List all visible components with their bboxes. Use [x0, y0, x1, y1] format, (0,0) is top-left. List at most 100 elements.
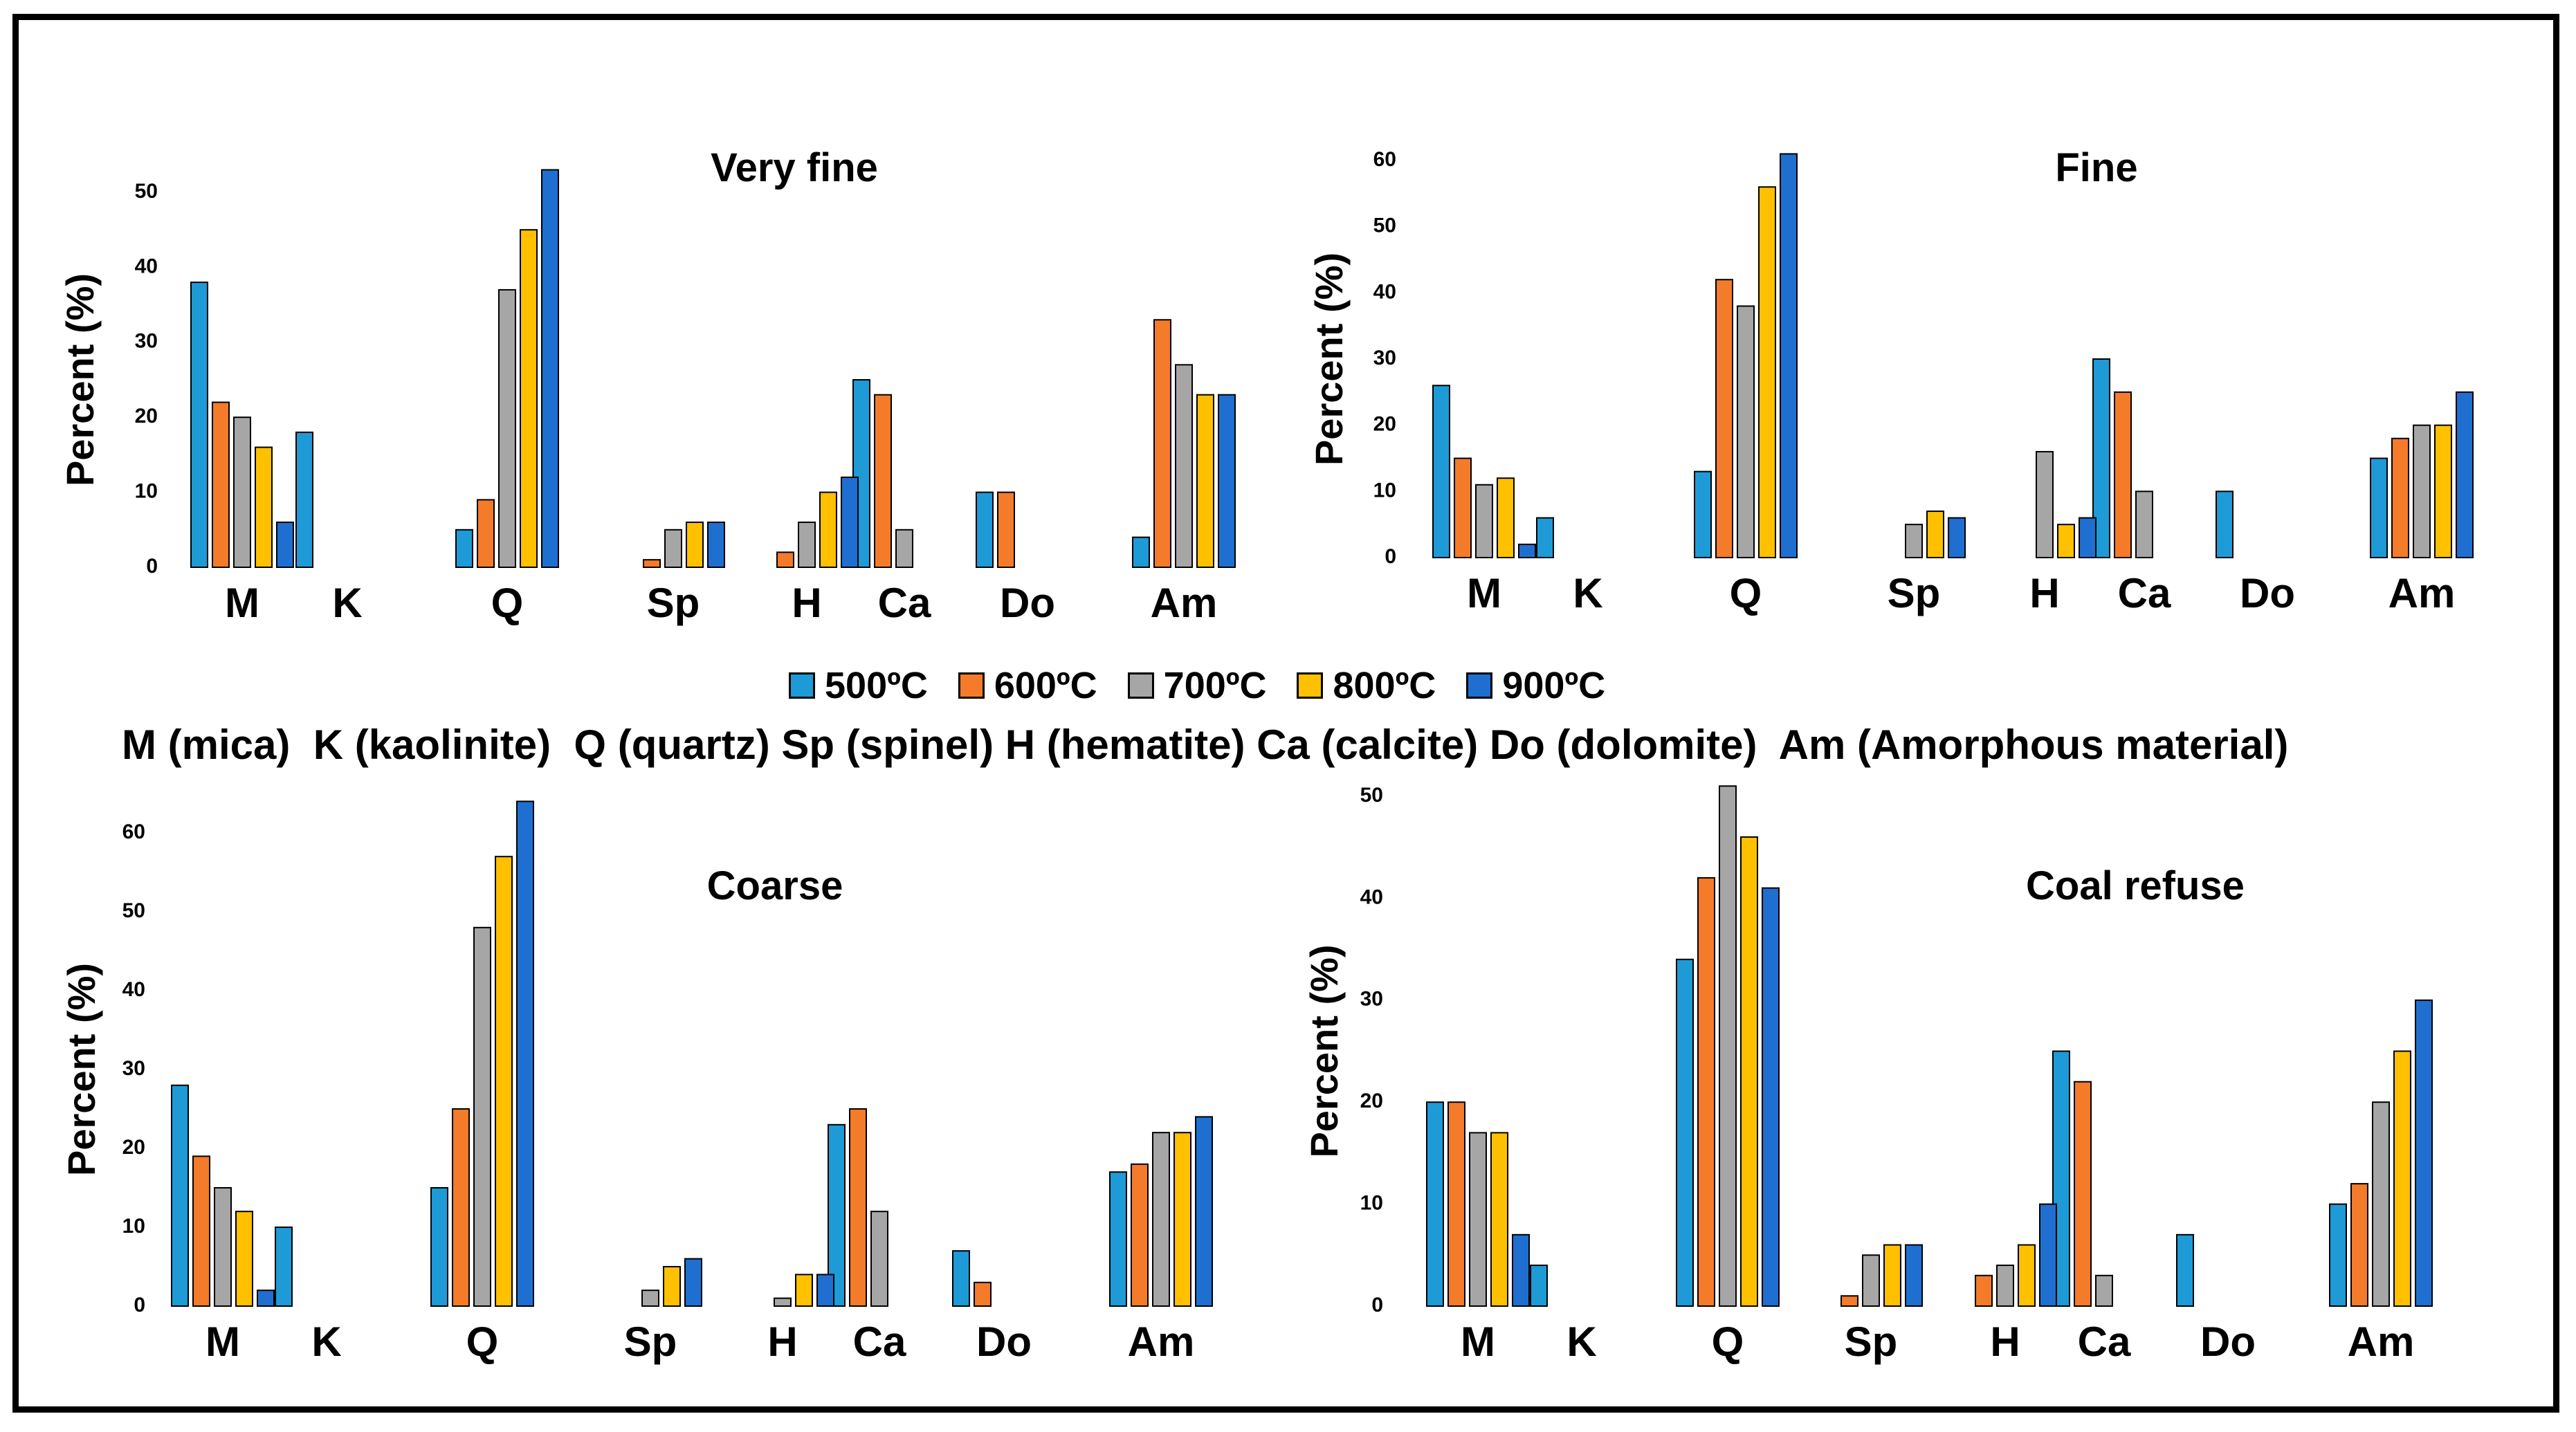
- y-tick-label-coal-refuse: 10: [1360, 1192, 1383, 1215]
- bar-coal-refuse-ca-700c: [2095, 1274, 2113, 1307]
- bar-coarse-sp-800c: [663, 1266, 681, 1307]
- y-tick-label-very-fine: 20: [135, 405, 158, 428]
- bar-coal-refuse-h-800c: [2018, 1244, 2036, 1307]
- bar-fine-sp-900c: [1948, 517, 1966, 558]
- x-tick-label-coarse-q: Q: [466, 1319, 499, 1365]
- x-tick-label-fine-k: K: [1573, 570, 1602, 616]
- x-tick-label-very-fine-do: Do: [1000, 580, 1055, 626]
- legend-label-700: 700ºC: [1163, 665, 1267, 706]
- bar-coarse-q-500c: [430, 1187, 448, 1307]
- y-tick-label-fine: 30: [1373, 347, 1396, 369]
- x-tick-label-coal-refuse-ca: Ca: [2078, 1319, 2131, 1365]
- bar-very-fine-m-600c: [212, 401, 230, 569]
- y-tick-label-coarse: 30: [122, 1057, 145, 1080]
- bar-coal-refuse-am-700c: [2372, 1101, 2390, 1307]
- figure-frame: [12, 14, 2559, 1413]
- x-tick-label-coarse-m: M: [205, 1319, 240, 1365]
- x-tick-label-fine-do: Do: [2240, 570, 2295, 616]
- bar-coal-refuse-q-600c: [1697, 876, 1715, 1307]
- bar-coal-refuse-q-800c: [1740, 836, 1758, 1307]
- bar-coarse-ca-700c: [870, 1211, 888, 1307]
- bar-coal-refuse-h-600c: [1975, 1274, 1993, 1307]
- bar-coarse-m-500c: [171, 1084, 189, 1307]
- bar-fine-do-500c: [2216, 490, 2234, 558]
- chart-title-coarse: Coarse: [707, 863, 843, 908]
- y-tick-label-fine: 10: [1373, 479, 1396, 502]
- x-tick-label-coal-refuse-q: Q: [1712, 1319, 1744, 1365]
- bar-very-fine-sp-800c: [686, 521, 704, 569]
- y-tick-label-coarse: 60: [122, 820, 145, 843]
- bar-coal-refuse-do-500c: [2176, 1233, 2194, 1307]
- bar-coarse-do-500c: [952, 1250, 970, 1307]
- y-tick-label-very-fine: 40: [135, 255, 158, 277]
- bar-very-fine-m-700c: [233, 416, 251, 569]
- bar-coal-refuse-m-600c: [1447, 1101, 1465, 1307]
- bar-very-fine-h-700c: [798, 521, 816, 569]
- bar-coal-refuse-h-700c: [1996, 1265, 2014, 1307]
- bar-coarse-k-500c: [275, 1227, 293, 1307]
- bar-fine-q-800c: [1758, 186, 1776, 558]
- y-tick-label-very-fine: 10: [135, 480, 158, 503]
- y-tick-label-coarse: 0: [134, 1294, 145, 1316]
- x-tick-label-coal-refuse-k: K: [1566, 1319, 1596, 1365]
- x-tick-label-very-fine-ca: Ca: [878, 580, 931, 626]
- bar-fine-q-600c: [1715, 279, 1733, 558]
- bar-very-fine-q-800c: [520, 229, 538, 568]
- legend-label-900: 900ºC: [1502, 665, 1606, 706]
- bar-coarse-am-600c: [1131, 1163, 1149, 1307]
- legend-item-500: 500ºC: [789, 664, 928, 707]
- x-tick-label-coal-refuse-m: M: [1461, 1319, 1495, 1365]
- bar-coal-refuse-k-500c: [1530, 1265, 1548, 1307]
- y-tick-label-coal-refuse: 20: [1360, 1090, 1383, 1112]
- abbreviations-caption: M (mica) K (kaolinite) Q (quartz) Sp (sp…: [122, 722, 2289, 768]
- bar-very-fine-q-900c: [541, 169, 559, 569]
- y-tick-label-fine: 50: [1373, 214, 1396, 237]
- bar-fine-m-500c: [1432, 385, 1450, 558]
- bar-coarse-sp-700c: [641, 1289, 659, 1307]
- chart-title-fine: Fine: [2055, 145, 2137, 190]
- x-tick-label-very-fine-h: H: [792, 580, 821, 626]
- bar-coarse-m-700c: [214, 1187, 232, 1307]
- legend-swatch-700: [1127, 672, 1154, 699]
- legend-swatch-600: [958, 672, 985, 699]
- bar-fine-m-800c: [1497, 477, 1515, 559]
- y-tick-label-coarse: 50: [122, 899, 145, 922]
- bar-coal-refuse-sp-600c: [1840, 1295, 1858, 1307]
- bar-fine-h-800c: [2057, 524, 2075, 559]
- x-tick-label-coarse-am: Am: [1128, 1319, 1195, 1365]
- bar-very-fine-h-900c: [841, 476, 859, 568]
- bar-fine-m-900c: [1518, 543, 1536, 558]
- bar-coal-refuse-sp-900c: [1905, 1244, 1923, 1307]
- bar-coal-refuse-m-800c: [1490, 1132, 1508, 1307]
- y-tick-label-fine: 60: [1373, 148, 1396, 171]
- x-tick-label-coal-refuse-do: Do: [2200, 1319, 2256, 1365]
- bar-coarse-am-800c: [1173, 1132, 1191, 1307]
- bar-coarse-q-700c: [473, 926, 491, 1307]
- chart-title-very-fine: Very fine: [711, 145, 878, 190]
- bar-coarse-h-800c: [795, 1274, 813, 1307]
- bar-coal-refuse-am-800c: [2393, 1050, 2411, 1307]
- bar-coal-refuse-ca-500c: [2052, 1050, 2070, 1307]
- x-tick-label-coal-refuse-am: Am: [2348, 1319, 2415, 1365]
- bar-coal-refuse-q-500c: [1676, 958, 1694, 1307]
- y-axis-label-coarse: Percent (%): [60, 963, 103, 1176]
- bar-very-fine-sp-600c: [643, 559, 661, 568]
- y-tick-label-fine: 40: [1373, 280, 1396, 303]
- y-tick-label-fine: 0: [1385, 545, 1396, 568]
- legend-label-800: 800ºC: [1333, 665, 1436, 706]
- x-tick-label-fine-m: M: [1467, 570, 1501, 616]
- bar-fine-am-700c: [2413, 424, 2431, 559]
- x-tick-label-very-fine-q: Q: [491, 580, 524, 626]
- x-tick-label-very-fine-k: K: [332, 580, 362, 626]
- x-tick-label-fine-q: Q: [1730, 570, 1762, 616]
- bar-coarse-am-500c: [1109, 1171, 1127, 1307]
- bar-coarse-do-600c: [974, 1281, 992, 1307]
- bar-very-fine-q-600c: [477, 499, 495, 568]
- bar-fine-sp-800c: [1926, 511, 1944, 558]
- bar-coarse-sp-900c: [684, 1258, 702, 1307]
- y-tick-label-coal-refuse: 50: [1360, 784, 1383, 807]
- y-tick-label-fine: 20: [1373, 413, 1396, 436]
- bar-very-fine-q-500c: [455, 529, 473, 568]
- bar-coarse-m-900c: [257, 1289, 275, 1307]
- bar-fine-am-800c: [2434, 424, 2452, 559]
